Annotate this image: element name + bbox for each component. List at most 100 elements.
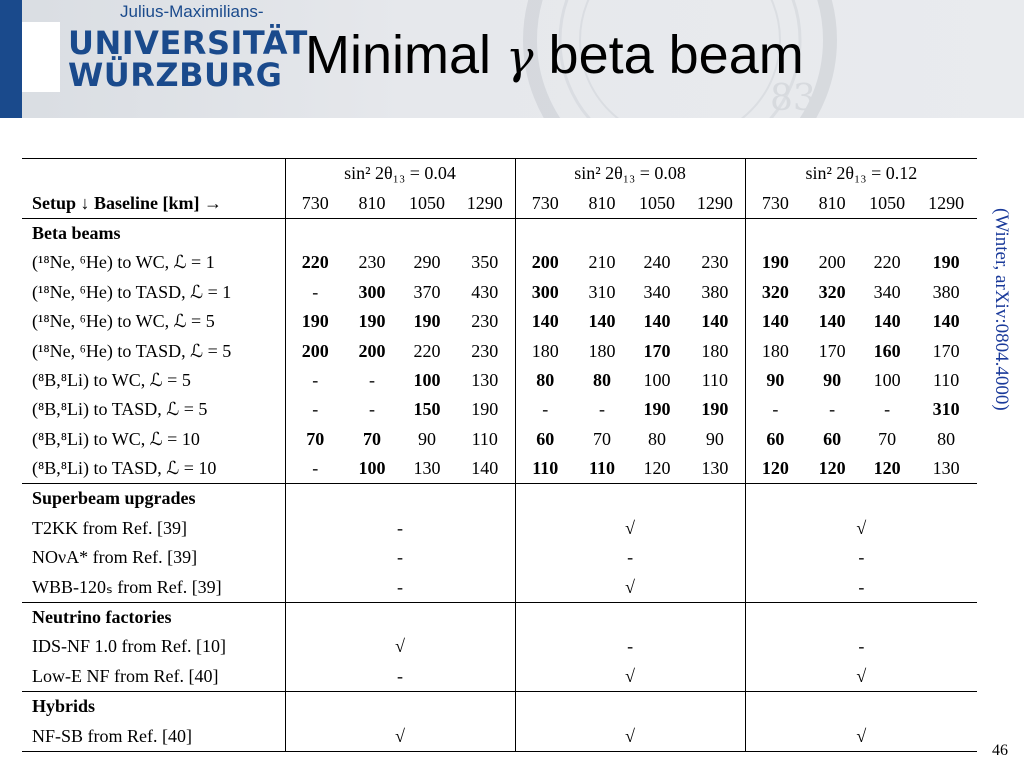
value-cell: 300	[358, 281, 386, 302]
section-row: Neutrino factories	[22, 601, 978, 633]
value-cell: 90	[823, 369, 842, 390]
baseline-cell: 1050	[869, 192, 906, 213]
empty-cell	[744, 483, 978, 514]
value-cell: 90	[705, 428, 724, 449]
table-row: Low-E NF from Ref. [40] - √ √	[22, 661, 978, 692]
value-cell: 130	[932, 458, 960, 479]
value-cell: -	[884, 399, 891, 420]
value-cell: 380	[701, 281, 729, 302]
value-cell: 190	[744, 248, 806, 278]
row-label: (¹⁸Ne, ⁶He) to WC, ℒ = 5	[32, 311, 215, 332]
value-cell: -	[284, 277, 345, 307]
group-header: sin² 2θ₁₃ = 0.12	[744, 158, 978, 189]
value-cell: 190	[358, 311, 386, 332]
row-label: Low-E NF from Ref. [40]	[32, 665, 219, 686]
empty-cell	[744, 691, 978, 722]
value-cell: 230	[471, 340, 499, 361]
value-cell: -	[284, 365, 345, 396]
value-cell: 340	[873, 281, 901, 302]
value-cell: 80	[514, 365, 576, 396]
results-table: sin² 2θ₁₃ = 0.04 sin² 2θ₁₃ = 0.08 sin² 2…	[22, 158, 978, 752]
value-cell: √	[284, 632, 516, 662]
empty-cell	[514, 483, 746, 514]
section-row: Superbeam upgrades	[22, 483, 978, 514]
value-cell: 170	[643, 340, 671, 361]
value-cell: -	[369, 399, 375, 420]
value-cell: 320	[744, 277, 806, 307]
table-row: NOνA* from Ref. [39] - - -	[22, 543, 978, 573]
value-cell: 190	[413, 311, 441, 332]
row-label: (¹⁸Ne, ⁶He) to TASD, ℒ = 1	[32, 281, 232, 302]
empty-cell	[345, 217, 399, 249]
row-label: (⁸B,⁸Li) to TASD, ℒ = 10	[32, 458, 217, 479]
value-cell: 100	[358, 458, 386, 479]
row-label: (¹⁸Ne, ⁶He) to TASD, ℒ = 5	[32, 340, 232, 361]
value-cell: 140	[932, 311, 960, 332]
table-row: IDS-NF 1.0 from Ref. [10] √ - -	[22, 632, 978, 662]
baseline-cell: 1290	[696, 192, 733, 213]
value-cell: -	[744, 572, 978, 603]
empty-cell	[284, 217, 345, 249]
svg-text:83: 83	[770, 78, 816, 118]
value-cell: 210	[588, 252, 616, 273]
baseline-cell: 810	[588, 192, 616, 213]
value-cell: 80	[648, 428, 667, 449]
value-cell: -	[514, 543, 746, 573]
baseline-cell: 730	[744, 188, 806, 219]
corner-cell	[22, 158, 285, 189]
empty-cell	[744, 601, 978, 633]
value-cell: √	[514, 661, 746, 692]
row-label: IDS-NF 1.0 from Ref. [10]	[32, 636, 226, 657]
citation-note: (Winter, arXiv:0804.4000)	[990, 208, 1016, 484]
value-cell: 110	[701, 369, 728, 390]
value-cell: 120	[744, 453, 806, 484]
group-header: sin² 2θ₁₃ = 0.04	[284, 158, 516, 189]
value-cell: 100	[643, 369, 671, 390]
empty-cell	[455, 217, 516, 249]
value-cell: 110	[589, 458, 616, 479]
value-cell: 140	[744, 306, 806, 337]
value-cell: 70	[593, 428, 612, 449]
value-cell: 230	[471, 311, 499, 332]
value-cell: 60	[514, 424, 576, 454]
value-cell: 60	[823, 428, 842, 449]
empty-cell	[284, 483, 516, 514]
section-title-beta: Beta beams	[22, 217, 285, 249]
empty-cell	[514, 601, 746, 633]
row-label: NOνA* from Ref. [39]	[32, 547, 198, 568]
empty-cell	[399, 217, 455, 249]
value-cell: 430	[471, 281, 499, 302]
baseline-cell: 1050	[409, 192, 445, 213]
value-cell: -	[284, 572, 516, 603]
value-cell: √	[514, 721, 746, 752]
section-title-superbeam: Superbeam upgrades	[22, 483, 285, 514]
group-header-row: sin² 2θ₁₃ = 0.04 sin² 2θ₁₃ = 0.08 sin² 2…	[22, 158, 978, 189]
value-cell: -	[744, 632, 978, 662]
value-cell: 320	[818, 281, 846, 302]
value-cell: -	[599, 399, 606, 420]
value-cell: 130	[471, 369, 499, 390]
value-cell: 220	[873, 252, 901, 273]
title-post: beta beam	[533, 25, 804, 85]
value-cell: 140	[514, 306, 576, 337]
row-label: (⁸B,⁸Li) to WC, ℒ = 10	[32, 428, 200, 449]
value-cell: 110	[932, 369, 960, 390]
value-cell: -	[514, 632, 746, 662]
logo-bar	[0, 0, 22, 118]
table-row: (⁸B,⁸Li) to WC, ℒ = 5 - - 100 130 80 80 …	[22, 365, 977, 396]
value-cell: -	[284, 395, 345, 425]
value-cell: 300	[514, 277, 576, 307]
value-cell: 80	[937, 428, 956, 449]
logo-line-1: UNIVERSITÄT	[68, 24, 308, 62]
baseline-cell: 810	[818, 192, 846, 213]
table-body: sin² 2θ₁₃ = 0.04 sin² 2θ₁₃ = 0.08 sin² 2…	[22, 158, 978, 752]
value-cell: 200	[284, 336, 345, 366]
value-cell: 120	[643, 458, 671, 479]
value-cell: 120	[818, 458, 846, 479]
value-cell: -	[369, 369, 375, 390]
value-cell: √	[284, 721, 516, 752]
value-cell: √	[514, 513, 746, 544]
value-cell: 220	[413, 340, 441, 361]
value-cell: 80	[593, 369, 612, 390]
value-cell: 140	[873, 311, 901, 332]
